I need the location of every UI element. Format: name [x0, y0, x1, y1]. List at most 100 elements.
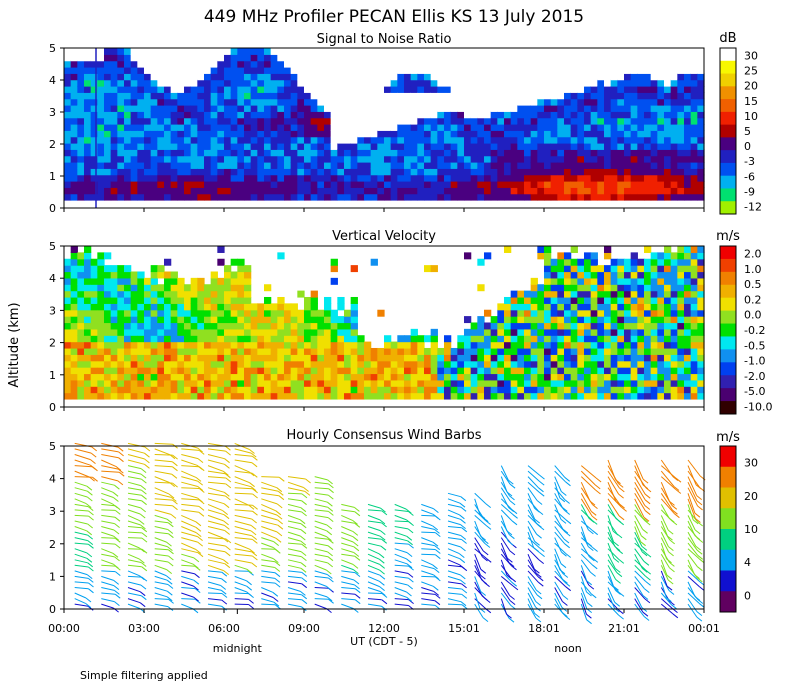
velocity-cell [657, 392, 665, 400]
velocity-cell [297, 386, 305, 394]
colorbar-label: 0.5 [744, 278, 762, 291]
velocity-cell [670, 360, 678, 368]
snr-cell [597, 60, 605, 68]
velocity-cell [110, 271, 118, 279]
velocity-cell [630, 354, 638, 362]
velocity-cell [424, 379, 432, 387]
velocity-cell [464, 347, 472, 355]
snr-cell [190, 124, 198, 131]
wind-barb [74, 598, 87, 605]
snr-cell [277, 86, 285, 93]
wind-barb-feather [506, 613, 512, 619]
snr-cell [477, 130, 485, 138]
velocity-cell [297, 379, 305, 387]
velocity-cell [477, 322, 485, 330]
snr-cell [270, 193, 278, 201]
velocity-cell [504, 367, 512, 375]
snr-cell [684, 54, 692, 62]
snr-cell [490, 105, 498, 112]
snr-cell [664, 111, 672, 119]
velocity-cell [484, 392, 492, 400]
velocity-cell [464, 354, 472, 362]
wind-barb [367, 548, 380, 555]
velocity-cell [550, 303, 558, 311]
velocity-cell [84, 373, 92, 381]
snr-cell [504, 79, 512, 87]
velocity-cell [64, 360, 72, 368]
velocity-cell [677, 296, 685, 304]
velocity-cell [290, 379, 298, 387]
wind-barb [394, 542, 409, 545]
velocity-cell [197, 354, 205, 362]
velocity-cell [590, 335, 598, 343]
snr-cell [70, 174, 78, 182]
wind-barb [341, 598, 356, 601]
snr-cell [604, 111, 612, 119]
snr-cell [297, 124, 305, 131]
snr-cell [670, 60, 678, 68]
snr-cell [577, 181, 585, 188]
snr-cell [610, 124, 618, 131]
snr-cell [357, 124, 365, 131]
snr-cell [664, 187, 672, 195]
snr-cell [430, 111, 438, 119]
snr-cell [330, 48, 338, 55]
velocity-cell [657, 335, 665, 343]
wind-barb-feather [139, 558, 145, 564]
wind-barb-feather [506, 574, 513, 580]
snr-cell [357, 48, 365, 55]
wind-barb-feather [140, 468, 147, 473]
snr-cell [457, 181, 465, 188]
snr-cell [490, 54, 498, 62]
snr-cell [397, 143, 405, 150]
velocity-cell [484, 379, 492, 387]
velocity-cell [97, 335, 105, 343]
wind-barb [447, 592, 462, 595]
snr-cell [417, 162, 425, 169]
snr-cell [604, 67, 612, 74]
velocity-cell [150, 290, 158, 298]
snr-cell [264, 136, 272, 144]
snr-cell [670, 54, 678, 62]
wind-barb [127, 526, 142, 529]
velocity-cell [117, 284, 125, 292]
snr-cell [330, 73, 338, 81]
snr-cell [510, 136, 518, 144]
velocity-cell [417, 341, 425, 349]
snr-cell [270, 181, 278, 188]
velocity-cell [77, 290, 85, 298]
velocity-cell [684, 252, 692, 260]
snr-cell [170, 155, 178, 163]
snr-cell [657, 48, 665, 55]
velocity-cell [644, 335, 652, 343]
snr-cell [377, 105, 385, 112]
wind-barb [474, 554, 482, 570]
snr-cell [144, 155, 152, 163]
wind-barb [421, 587, 434, 592]
snr-cell [357, 130, 365, 138]
wind-barb-feather [405, 508, 412, 514]
wind-barb [500, 587, 511, 601]
velocity-cell [650, 284, 658, 292]
wind-barb [127, 603, 141, 609]
snr-cell [570, 73, 578, 81]
wind-barb [314, 575, 329, 579]
snr-cell [250, 174, 258, 182]
wind-barb-feather [508, 507, 515, 512]
snr-cell [437, 193, 445, 201]
snr-cell [370, 67, 378, 74]
colorbar-label: 5 [744, 125, 751, 138]
snr-cell [390, 136, 398, 144]
snr-cell [244, 149, 252, 157]
snr-cell [597, 54, 605, 62]
wind-barb [127, 470, 142, 475]
velocity-cell [630, 367, 638, 375]
snr-cell [697, 181, 705, 188]
snr-cell [497, 168, 505, 176]
snr-cell [217, 149, 225, 157]
velocity-cell [530, 277, 538, 285]
snr-cell [584, 149, 592, 157]
wind-barb [207, 559, 225, 565]
snr-cell [204, 136, 212, 144]
velocity-cell [684, 392, 692, 400]
